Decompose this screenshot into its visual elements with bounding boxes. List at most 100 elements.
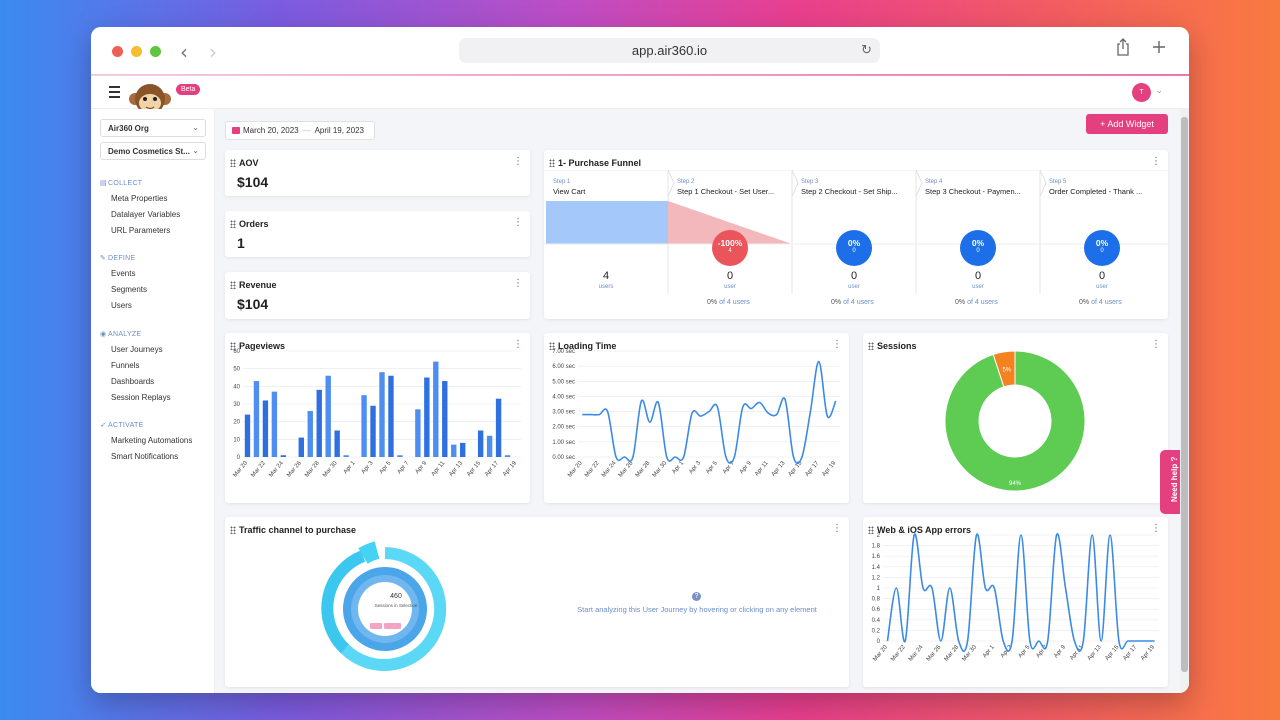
sidebar-item-url-parameters[interactable]: URL Parameters: [111, 226, 171, 235]
funnel-conversion-badge[interactable]: -100% 4: [712, 230, 748, 266]
sidebar-item-datalayer-variables[interactable]: Datalayer Variables: [111, 210, 181, 219]
funnel-conversion-badge[interactable]: 0% 0: [836, 230, 872, 266]
org-select[interactable]: Air360 Org ⌄: [100, 119, 206, 137]
pageviews-bar[interactable]: [477, 430, 484, 458]
series-line[interactable]: [582, 360, 837, 465]
pageviews-bar[interactable]: [262, 400, 269, 457]
forward-arrow-icon[interactable]: ›: [209, 40, 217, 64]
pageviews-bar[interactable]: [334, 430, 340, 458]
chevron-down-icon[interactable]: ⌄: [1155, 86, 1163, 96]
card-title: Revenue: [239, 280, 277, 290]
funnel-bar-step1[interactable]: [546, 201, 668, 244]
sidebar-item-dashboards[interactable]: Dashboards: [111, 377, 155, 386]
pageviews-bar[interactable]: [253, 381, 260, 457]
pageviews-bar[interactable]: [280, 455, 287, 457]
more-options-icon[interactable]: ⋮: [1151, 156, 1161, 167]
funnel-step-percent: 0% of 4 users: [955, 299, 998, 306]
aov-value: $104: [237, 174, 269, 190]
drag-handle-icon[interactable]: [230, 526, 236, 534]
chevron-down-icon: ⌄: [192, 123, 199, 132]
app-area: Beta T ⌄ Air360 Org ⌄ Demo Cosmetics St.…: [91, 76, 1189, 693]
drag-handle-icon[interactable]: [549, 342, 555, 350]
funnel-dropoff-step2[interactable]: [668, 201, 792, 244]
more-options-icon[interactable]: ⋮: [513, 217, 523, 228]
drag-handle-icon[interactable]: [868, 526, 874, 534]
page-scrollbar[interactable]: [1180, 109, 1189, 693]
more-options-icon[interactable]: ⋮: [513, 339, 523, 350]
pageviews-bar[interactable]: [442, 381, 448, 457]
scrollbar-thumb[interactable]: [1181, 117, 1188, 672]
pageviews-bar[interactable]: [343, 455, 349, 457]
drag-handle-icon[interactable]: [230, 159, 236, 167]
funnel-step-number: Step 5: [1049, 179, 1067, 185]
x-tick-label: Apr 11: [754, 460, 770, 478]
pageviews-bar[interactable]: [271, 391, 278, 457]
x-tick-label: Apr 15: [466, 460, 482, 478]
sunburst-chart[interactable]: [315, 539, 455, 679]
donut-slice[interactable]: [944, 350, 1086, 492]
minimize-window-button[interactable]: [131, 46, 142, 57]
pageviews-bar[interactable]: [486, 435, 493, 457]
sidebar-item-user-journeys[interactable]: User Journeys: [111, 345, 163, 354]
close-window-button[interactable]: [112, 46, 123, 57]
url-bar[interactable]: app.air360.io ↻: [459, 38, 880, 63]
pageviews-bar[interactable]: [504, 455, 511, 457]
sidebar-item-marketing-automations[interactable]: Marketing Automations: [111, 436, 193, 445]
beta-badge: Beta: [176, 84, 201, 95]
pageviews-bar[interactable]: [424, 377, 430, 458]
pageviews-bar[interactable]: [325, 375, 331, 457]
monkey-logo[interactable]: [128, 82, 172, 115]
hamburger-menu-icon[interactable]: [109, 86, 120, 101]
more-options-icon[interactable]: ⋮: [832, 339, 842, 350]
pageviews-bar[interactable]: [361, 395, 367, 457]
pageviews-bar[interactable]: [370, 405, 376, 457]
pageviews-bar[interactable]: [244, 414, 251, 457]
more-options-icon[interactable]: ⋮: [513, 278, 523, 289]
share-icon[interactable]: [1116, 38, 1130, 56]
funnel-conversion-badge[interactable]: 0% 0: [960, 230, 996, 266]
funnel-step-count: 0: [726, 270, 734, 282]
funnel-conversion-badge[interactable]: 0% 0: [1084, 230, 1120, 266]
pageviews-bar[interactable]: [307, 411, 313, 457]
more-options-icon[interactable]: ⋮: [1151, 523, 1161, 534]
drag-handle-icon[interactable]: [549, 159, 555, 167]
pageviews-bar[interactable]: [316, 389, 322, 457]
pageviews-bar[interactable]: [388, 375, 394, 457]
drag-handle-icon[interactable]: [230, 281, 236, 289]
sidebar-item-users[interactable]: Users: [111, 301, 132, 310]
drag-handle-icon[interactable]: [230, 342, 236, 350]
new-tab-plus-icon[interactable]: [1152, 40, 1166, 54]
add-widget-button[interactable]: + Add Widget: [1086, 114, 1168, 134]
pageviews-bar[interactable]: [379, 372, 385, 457]
sidebar-item-meta-properties[interactable]: Meta Properties: [111, 194, 168, 203]
user-avatar[interactable]: T: [1132, 83, 1151, 102]
pageviews-bar[interactable]: [397, 455, 403, 457]
reload-icon[interactable]: ↻: [861, 43, 872, 58]
pageviews-bar[interactable]: [298, 437, 304, 457]
pageviews-bar[interactable]: [495, 398, 502, 457]
back-arrow-icon[interactable]: ‹: [180, 40, 188, 64]
x-tick-label: Apr 5: [1018, 644, 1032, 659]
pageviews-bar[interactable]: [415, 409, 421, 457]
drag-handle-icon[interactable]: [868, 342, 874, 350]
pageviews-bar[interactable]: [433, 361, 439, 457]
funnel-step-count: 0: [974, 270, 982, 282]
sidebar-item-segments[interactable]: Segments: [111, 285, 148, 294]
more-options-icon[interactable]: ⋮: [513, 156, 523, 167]
sidebar-item-funnels[interactable]: Funnels: [111, 361, 140, 370]
series-line[interactable]: [886, 533, 1155, 652]
pageviews-bar[interactable]: [460, 442, 466, 457]
drag-handle-icon[interactable]: [230, 220, 236, 228]
badge-value: 0%: [847, 238, 861, 248]
site-select[interactable]: Demo Cosmetics St... ⌄: [100, 142, 206, 160]
maximize-window-button[interactable]: [150, 46, 161, 57]
funnel-step-number: Step 1: [553, 179, 571, 185]
eye-icon: ◉: [100, 330, 107, 338]
sidebar-item-smart-notifications[interactable]: Smart Notifications: [111, 452, 179, 461]
more-options-icon[interactable]: ⋮: [1151, 339, 1161, 350]
more-options-icon[interactable]: ⋮: [832, 523, 842, 534]
pageviews-bar[interactable]: [451, 444, 457, 457]
sidebar-item-session-replays[interactable]: Session Replays: [111, 393, 171, 402]
date-range-picker[interactable]: March 20, 2023— April 19, 2023: [225, 121, 375, 140]
sidebar-item-events[interactable]: Events: [111, 269, 136, 278]
